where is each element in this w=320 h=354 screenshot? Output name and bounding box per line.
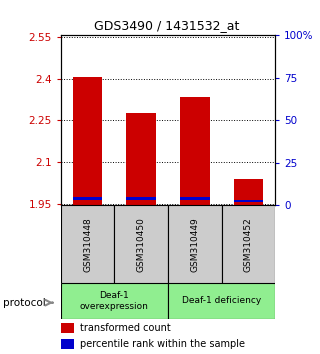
Text: GSM310449: GSM310449 — [190, 217, 199, 272]
Bar — [168, 283, 275, 319]
Text: percentile rank within the sample: percentile rank within the sample — [80, 339, 245, 349]
Text: GSM310448: GSM310448 — [83, 217, 92, 272]
Bar — [126, 113, 156, 205]
Bar — [114, 205, 168, 283]
Text: GSM310452: GSM310452 — [244, 217, 253, 272]
Bar — [61, 283, 168, 319]
Text: protocol: protocol — [3, 298, 46, 308]
Bar — [234, 179, 263, 205]
Bar — [221, 205, 275, 283]
Bar — [73, 77, 102, 205]
Bar — [168, 205, 221, 283]
Bar — [61, 339, 74, 349]
Bar — [234, 200, 263, 202]
Bar — [61, 324, 74, 333]
Text: Deaf-1
overexpression: Deaf-1 overexpression — [80, 291, 149, 310]
Text: transformed count: transformed count — [80, 323, 171, 333]
Text: GDS3490 / 1431532_at: GDS3490 / 1431532_at — [94, 19, 239, 33]
Text: GSM310450: GSM310450 — [137, 217, 146, 272]
Bar — [61, 205, 114, 283]
Bar — [180, 97, 210, 205]
Bar — [73, 197, 102, 200]
Bar — [180, 197, 210, 200]
Text: Deaf-1 deficiency: Deaf-1 deficiency — [182, 296, 261, 306]
Bar — [126, 197, 156, 200]
